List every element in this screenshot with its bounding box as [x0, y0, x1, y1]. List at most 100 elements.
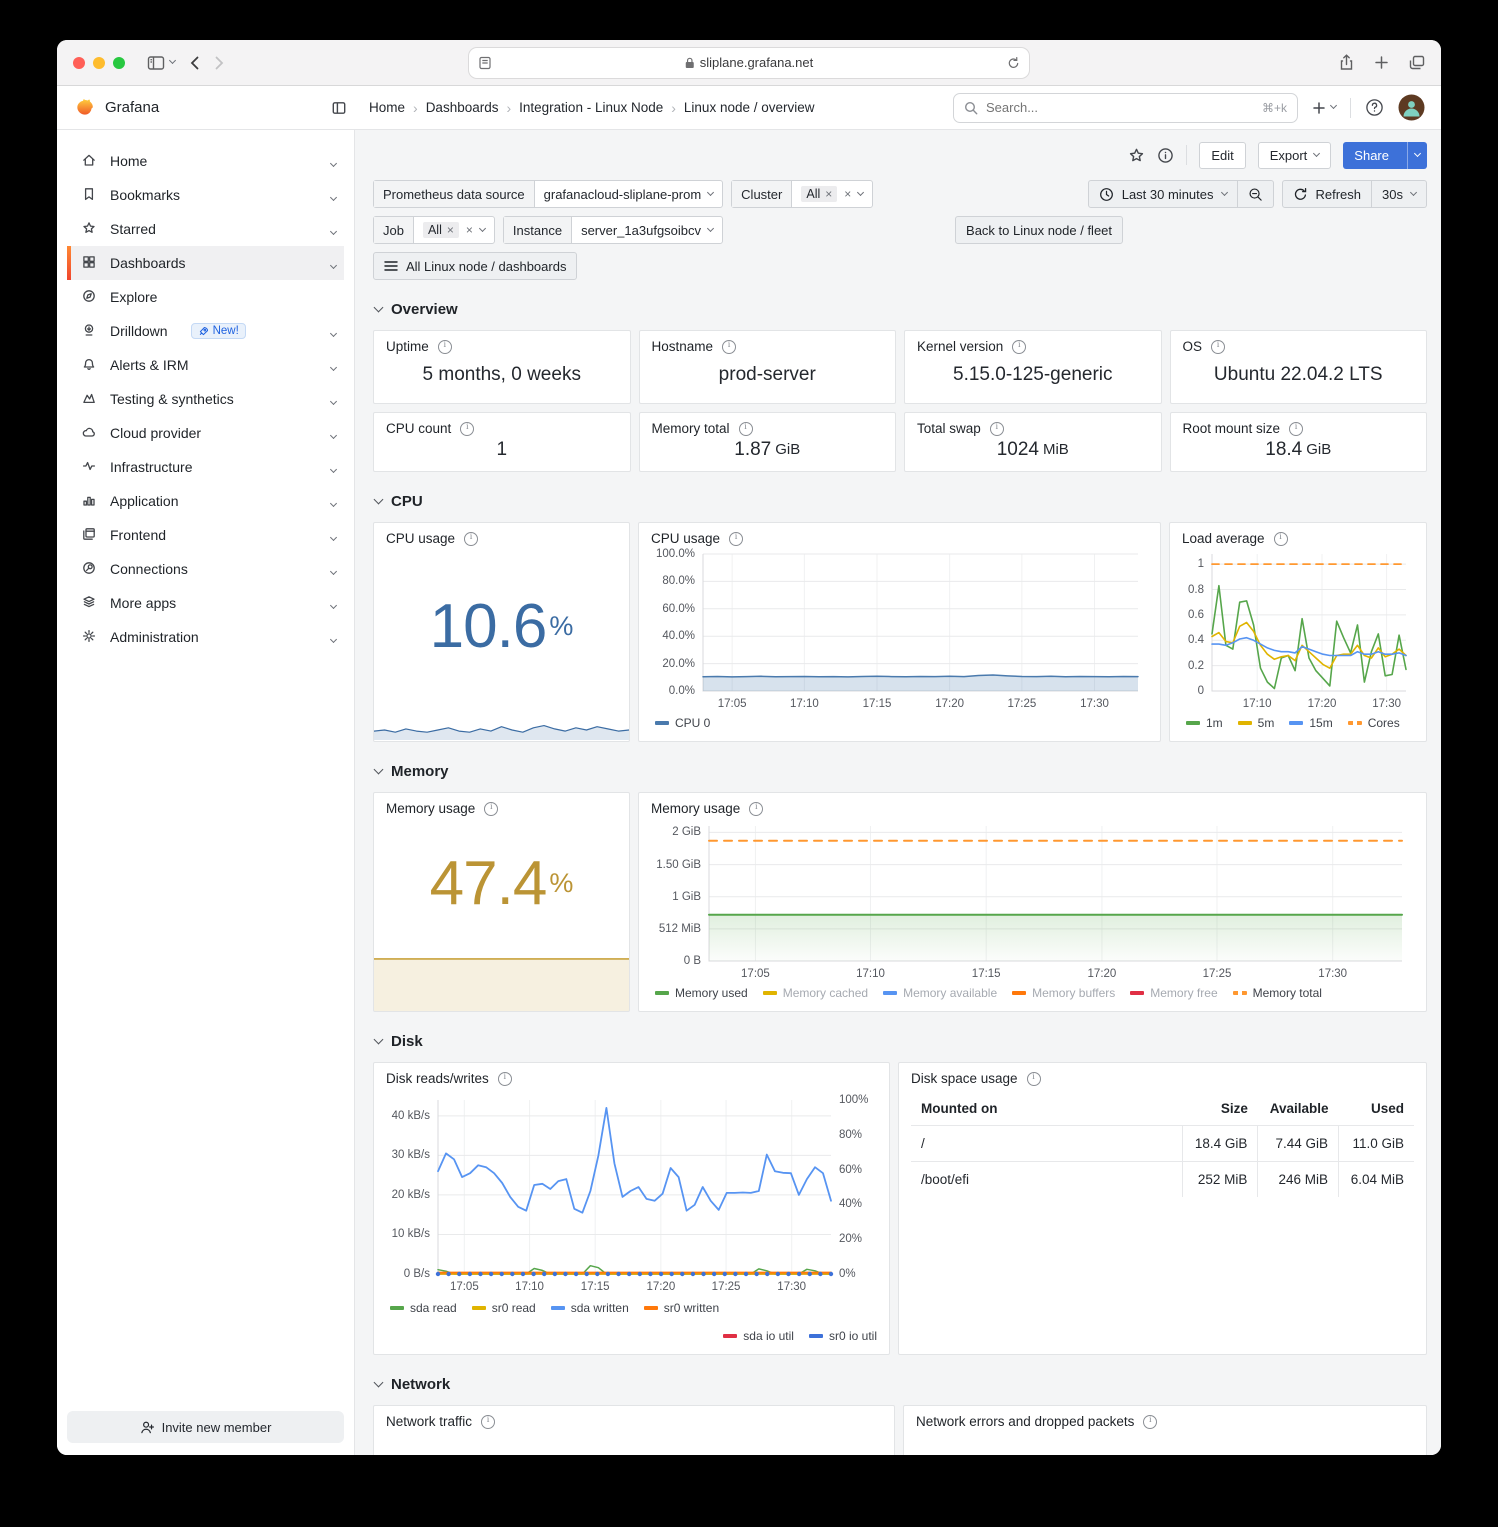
share-icon[interactable]	[1339, 54, 1354, 71]
back-button[interactable]	[189, 55, 200, 71]
legend-item[interactable]: sr0 io util	[809, 1329, 877, 1343]
job-filter[interactable]: Job All× ×	[373, 216, 495, 244]
panel-title[interactable]: Memory usage	[386, 801, 617, 816]
job-chip[interactable]: All×	[423, 222, 459, 238]
panel-title[interactable]: CPU usage	[386, 531, 617, 546]
info-icon[interactable]	[729, 532, 743, 546]
legend-item[interactable]: 1m	[1186, 716, 1223, 730]
info-icon[interactable]	[1274, 532, 1288, 546]
maximize-window-button[interactable]	[113, 57, 125, 69]
sidebar-item-alerts-irm[interactable]: Alerts & IRM	[67, 348, 344, 382]
legend-item[interactable]: 5m	[1238, 716, 1275, 730]
back-to-fleet-button[interactable]: Back to Linux node / fleet	[955, 216, 1123, 244]
invite-member-button[interactable]: Invite new member	[67, 1411, 344, 1443]
table-header[interactable]: Mounted on	[911, 1092, 1183, 1126]
sidebar-item-bookmarks[interactable]: Bookmarks	[67, 178, 344, 212]
all-dashboards-button[interactable]: All Linux node / dashboards	[373, 252, 577, 280]
legend-item[interactable]: sda io util	[723, 1329, 794, 1343]
legend-item[interactable]: sr0 written	[644, 1301, 719, 1315]
legend-item[interactable]: Cores	[1348, 716, 1400, 730]
export-button[interactable]: Export	[1258, 142, 1332, 169]
section-disk[interactable]: Disk	[375, 1030, 1427, 1052]
collapse-sidebar-icon[interactable]	[331, 100, 347, 116]
sidebar-item-infrastructure[interactable]: Infrastructure	[67, 450, 344, 484]
sidebar-item-application[interactable]: Application	[67, 484, 344, 518]
legend-item[interactable]: Memory total	[1233, 986, 1322, 1000]
panel-title[interactable]: Disk space usage	[911, 1071, 1414, 1086]
legend-item[interactable]: 15m	[1289, 716, 1332, 730]
info-icon[interactable]	[1012, 340, 1026, 354]
panel-title[interactable]: Memory total	[652, 421, 884, 436]
reload-icon[interactable]	[1007, 56, 1020, 70]
sidebar-item-administration[interactable]: Administration	[67, 620, 344, 654]
close-window-button[interactable]	[73, 57, 85, 69]
instance-picker[interactable]: Instance server_1a3ufgsoibcv	[503, 216, 723, 244]
sidebar-item-connections[interactable]: Connections	[67, 552, 344, 586]
edit-button[interactable]: Edit	[1199, 142, 1245, 169]
legend-item[interactable]: Memory available	[883, 986, 997, 1000]
info-icon[interactable]	[438, 340, 452, 354]
table-header[interactable]: Used	[1338, 1092, 1414, 1126]
panel-title[interactable]: CPU usage	[651, 531, 1148, 546]
panel-title[interactable]: Root mount size	[1183, 421, 1415, 436]
sidebar-item-dashboards[interactable]: Dashboards	[67, 246, 344, 280]
panel-title[interactable]: Load average	[1182, 531, 1414, 546]
share-button[interactable]: Share	[1343, 142, 1427, 169]
legend-item[interactable]: Memory buffers	[1012, 986, 1115, 1000]
sidebar-item-starred[interactable]: Starred	[67, 212, 344, 246]
tabs-overview-icon[interactable]	[1409, 55, 1425, 70]
legend-item[interactable]: Memory used	[655, 986, 748, 1000]
section-memory[interactable]: Memory	[375, 760, 1427, 782]
legend-item[interactable]: sda read	[390, 1301, 457, 1315]
disk-reads-writes-chart[interactable]: 17:0517:1017:1517:2017:2517:300 B/s10 kB…	[386, 1086, 877, 1298]
forward-button[interactable]	[214, 55, 225, 71]
breadcrumb-home[interactable]: Home	[369, 100, 405, 115]
time-range-picker[interactable]: Last 30 minutes	[1088, 180, 1238, 208]
search-input[interactable]	[986, 100, 1254, 115]
section-overview[interactable]: Overview	[375, 298, 1427, 320]
remove-chip-icon[interactable]: ×	[447, 224, 454, 236]
datasource-picker[interactable]: Prometheus data source grafanacloud-slip…	[373, 180, 723, 208]
sidebar-item-testing-synthetics[interactable]: Testing & synthetics	[67, 382, 344, 416]
star-icon[interactable]	[1128, 147, 1145, 164]
reader-icon[interactable]	[478, 56, 492, 70]
info-icon[interactable]	[739, 422, 753, 436]
refresh-button[interactable]: Refresh	[1282, 180, 1373, 208]
help-icon[interactable]	[1365, 98, 1384, 117]
info-icon[interactable]	[498, 1072, 512, 1086]
zoom-out-button[interactable]	[1238, 180, 1274, 208]
section-cpu[interactable]: CPU	[375, 490, 1427, 512]
breadcrumb-dashboards[interactable]: Dashboards	[426, 100, 499, 115]
panel-title[interactable]: Kernel version	[917, 339, 1149, 354]
share-dropdown-button[interactable]	[1407, 142, 1427, 169]
table-header[interactable]: Size	[1183, 1092, 1258, 1126]
info-icon[interactable]	[749, 802, 763, 816]
legend-item[interactable]: Memory cached	[763, 986, 868, 1000]
legend-item[interactable]: CPU 0	[655, 716, 710, 730]
legend-item[interactable]: sda written	[551, 1301, 629, 1315]
avatar[interactable]	[1398, 94, 1425, 121]
sidebar-item-more-apps[interactable]: More apps	[67, 586, 344, 620]
cpu-usage-chart[interactable]: 17:0517:1017:1517:2017:2517:300.0%20.0%4…	[651, 546, 1148, 713]
info-icon[interactable]	[990, 422, 1004, 436]
info-icon[interactable]	[481, 1415, 495, 1429]
minimize-window-button[interactable]	[93, 57, 105, 69]
panel-title[interactable]: CPU count	[386, 421, 618, 436]
clear-icon[interactable]: ×	[844, 188, 851, 200]
clear-icon[interactable]: ×	[466, 224, 473, 236]
browser-sidebar-icon[interactable]	[147, 55, 175, 71]
info-icon[interactable]	[460, 422, 474, 436]
address-bar[interactable]: sliplane.grafana.net	[469, 48, 1029, 78]
memory-usage-chart[interactable]: 17:0517:1017:1517:2017:2517:300 B512 MiB…	[651, 816, 1414, 983]
cluster-filter[interactable]: Cluster All× ×	[731, 180, 873, 208]
new-tab-icon[interactable]	[1374, 55, 1389, 70]
legend-item[interactable]: sr0 read	[472, 1301, 536, 1315]
sidebar-item-explore[interactable]: Explore	[67, 280, 344, 314]
refresh-interval-picker[interactable]: 30s	[1372, 180, 1427, 208]
panel-title[interactable]: Network traffic	[386, 1414, 882, 1429]
panel-title[interactable]: Hostname	[652, 339, 884, 354]
info-icon[interactable]	[464, 532, 478, 546]
cluster-chip[interactable]: All×	[801, 186, 837, 202]
panel-title[interactable]: Memory usage	[651, 801, 1414, 816]
info-icon[interactable]	[1289, 422, 1303, 436]
